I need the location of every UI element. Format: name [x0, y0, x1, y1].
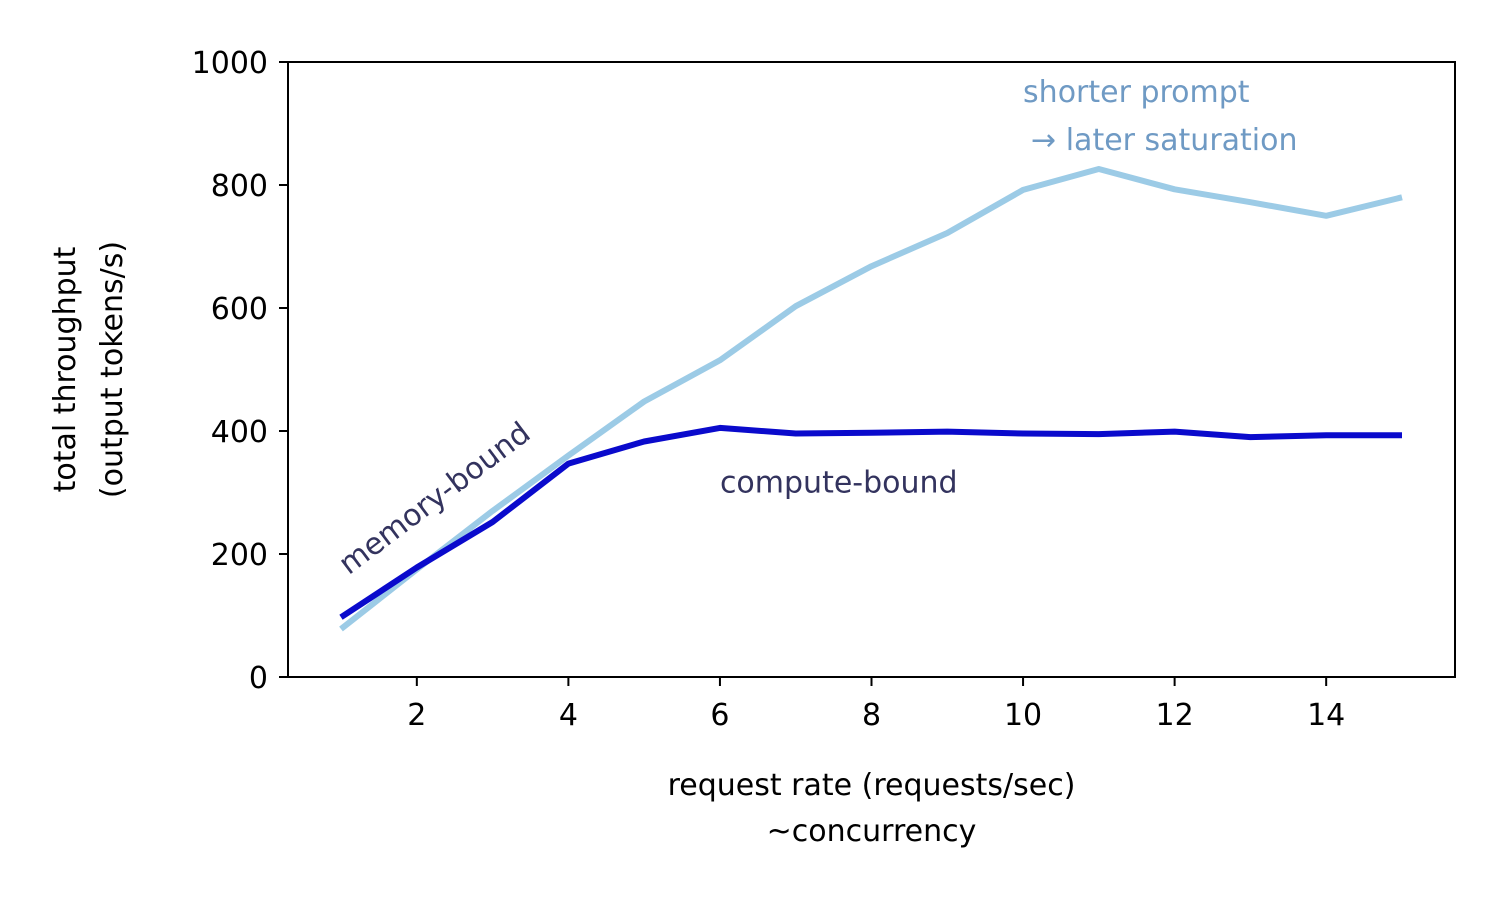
- y-axis-label: (output tokens/s): [95, 241, 130, 498]
- y-tick-label: 0: [249, 661, 268, 696]
- x-axis-label: request rate (requests/sec): [668, 768, 1076, 803]
- annotation: compute-bound: [720, 466, 958, 501]
- y-axis: 0 200 400 600 800 1000: [192, 46, 288, 696]
- x-tick-label: 2: [407, 698, 426, 733]
- x-tick-label: 12: [1156, 698, 1194, 733]
- x-tick-label: 4: [559, 698, 578, 733]
- x-axis-label: ~concurrency: [767, 814, 977, 849]
- series-line-1: [339, 424, 1402, 620]
- axis-labels: request rate (requests/sec) ~concurrency t…: [48, 241, 1075, 849]
- y-tick-label: 600: [211, 292, 268, 327]
- y-tick-label: 800: [211, 169, 268, 204]
- y-tick-label: 1000: [192, 46, 268, 81]
- series-layer: [339, 166, 1403, 632]
- y-axis-label: total throughput: [48, 246, 83, 492]
- annotation-text: shorter prompt: [1023, 75, 1250, 110]
- x-tick-label: 10: [1004, 698, 1042, 733]
- series-line-0: [339, 166, 1403, 632]
- x-tick-label: 8: [862, 698, 881, 733]
- annotation-text: → later saturation: [1031, 123, 1297, 158]
- y-tick-label: 200: [211, 538, 268, 573]
- annotation: shorter prompt → later saturation: [1023, 75, 1297, 158]
- y-tick-label: 400: [211, 415, 268, 450]
- x-axis: 2 4 6 8 10 12 14: [407, 677, 1345, 733]
- annotation-text: compute-bound: [720, 466, 958, 501]
- x-tick-label: 14: [1307, 698, 1345, 733]
- x-tick-label: 6: [710, 698, 729, 733]
